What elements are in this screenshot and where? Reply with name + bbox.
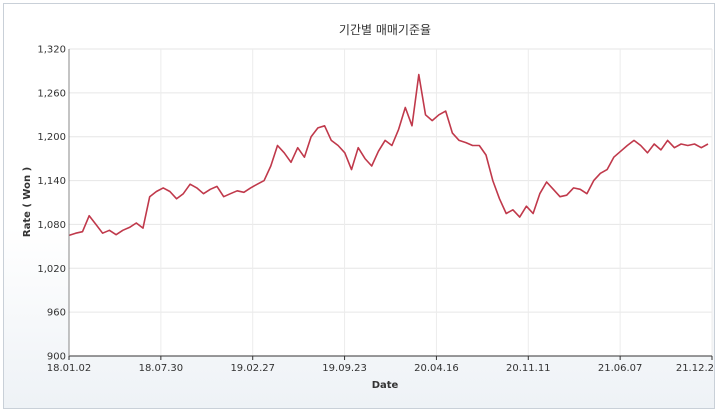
- y-tick-label: 960: [47, 308, 66, 319]
- y-tick-label: 1,080: [37, 220, 66, 231]
- x-tick-label: 21.12.2: [676, 363, 714, 374]
- x-tick-label: 21.06.07: [598, 363, 643, 374]
- x-tick-label: 18.01.02: [47, 363, 92, 374]
- series-line: [68, 73, 709, 237]
- y-tick-label: 1,200: [37, 132, 66, 143]
- y-tick-label: 1,320: [37, 45, 66, 56]
- x-tick-label: 20.04.16: [414, 363, 459, 374]
- y-axis-label: Rate ( Won ): [22, 167, 33, 237]
- y-tick-label: 1,020: [37, 264, 66, 275]
- x-tick-label: 20.11.11: [506, 363, 551, 374]
- x-tick-label: 19.02.27: [230, 363, 275, 374]
- y-tick-label: 1,140: [37, 176, 66, 187]
- chart-title: 기간별 매매기준율: [339, 23, 431, 37]
- y-tick-label: 1,260: [37, 88, 66, 99]
- x-axis-label: Date: [372, 380, 399, 391]
- x-tick-label: 19.09.23: [322, 363, 367, 374]
- y-tick-label: 900: [47, 352, 66, 363]
- plot-area: [69, 49, 712, 356]
- x-tick-label: 18.07.30: [139, 363, 184, 374]
